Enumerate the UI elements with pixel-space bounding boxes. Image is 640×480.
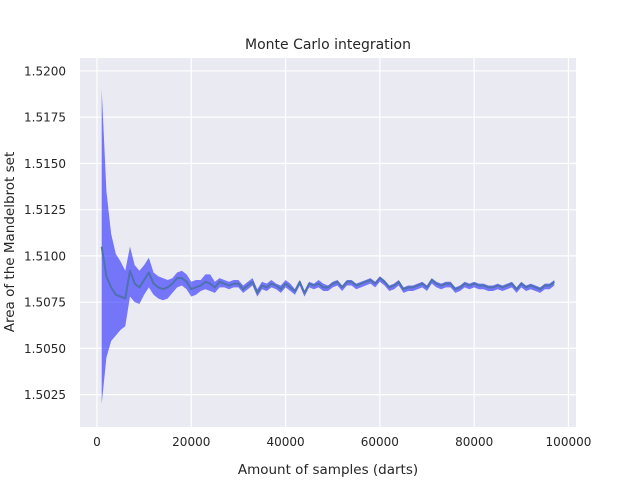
x-tick-label: 20000 xyxy=(172,435,210,449)
y-tick-label: 1.5100 xyxy=(24,249,66,263)
y-tick-label: 1.5050 xyxy=(24,342,66,356)
x-gridlines xyxy=(96,58,570,427)
y-tick-label: 1.5200 xyxy=(24,64,66,78)
mean-line xyxy=(100,246,555,300)
x-tick-labels: 0 20000 40000 60000 80000 100000 xyxy=(93,435,591,449)
y-axis-label: Area of the Mandelbrot set xyxy=(2,152,18,333)
x-tick-label: 100000 xyxy=(546,435,592,449)
x-tick-label: 0 xyxy=(93,435,101,449)
y-tick-label: 1.5125 xyxy=(24,203,66,217)
y-tick-label: 1.5175 xyxy=(24,111,66,125)
y-tick-labels: 1.5025 1.5050 1.5075 1.5100 1.5125 1.5150 1.51… xyxy=(24,64,66,402)
chart-title: Monte Carlo integration xyxy=(245,37,411,53)
y-tick-label: 1.5150 xyxy=(24,157,66,171)
x-tick-label: 80000 xyxy=(455,435,493,449)
y-tick-label: 1.5025 xyxy=(24,388,66,402)
x-tick-label: 60000 xyxy=(361,435,399,449)
x-tick-label: 40000 xyxy=(266,435,304,449)
y-gridlines xyxy=(80,70,576,396)
x-axis-label: Amount of samples (darts) xyxy=(238,462,418,478)
plot-area xyxy=(80,58,576,427)
y-tick-label: 1.5075 xyxy=(24,296,66,310)
